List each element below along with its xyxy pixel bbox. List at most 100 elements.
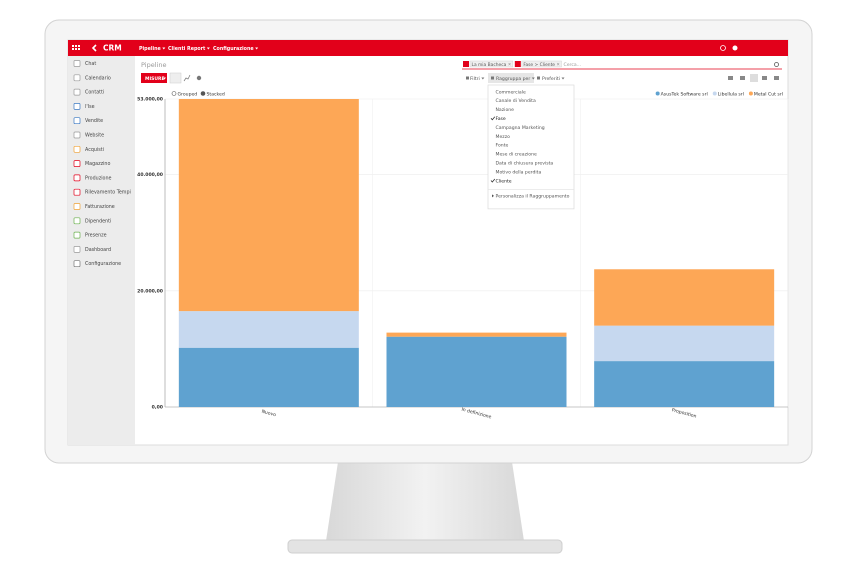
sidebar-item[interactable]: Presenze	[85, 233, 107, 239]
bar-segment	[594, 269, 775, 326]
expand-arrow	[492, 194, 494, 198]
sidebar-icon	[73, 160, 81, 167]
search-icon[interactable]	[774, 62, 779, 67]
sidebar-icon	[73, 74, 81, 82]
view-switcher[interactable]	[728, 74, 779, 82]
menu-item[interactable]: Clienti	[168, 46, 186, 52]
sidebar-icon	[73, 188, 81, 196]
sidebar-item[interactable]: Produzione	[85, 175, 112, 181]
group-by-button[interactable]	[488, 73, 534, 83]
toolbar-icon	[491, 76, 494, 80]
pie-view-button[interactable]	[196, 75, 202, 81]
dropdown-item[interactable]: Commerciale	[496, 89, 526, 95]
dropdown-item[interactable]: Data di chiusura prevista	[496, 161, 554, 167]
dropdown-item[interactable]: Campagna Marketing	[496, 125, 545, 131]
legend-label: Libellula srl	[718, 91, 744, 97]
toolbar-button[interactable]: Raggruppa per	[496, 76, 530, 82]
dropdown-item[interactable]: Fase	[496, 116, 506, 122]
search-input[interactable]: Cerca...	[564, 62, 582, 68]
x-tick-label: Nuovo	[261, 409, 277, 419]
bar-segment	[594, 325, 775, 362]
caret	[163, 77, 166, 80]
dropdown-item[interactable]: Motivo della perdita	[496, 169, 542, 175]
menu-item[interactable]: Configurazione	[213, 46, 254, 52]
caret	[481, 77, 485, 80]
monitor-stand	[326, 462, 524, 541]
sidebar-item[interactable]: Contatti	[85, 90, 104, 96]
toolbar-button[interactable]: Filtri	[470, 76, 480, 82]
menu-item[interactable]: Pipeline	[139, 46, 162, 52]
bar-view-button[interactable]	[169, 72, 182, 84]
sidebar-item[interactable]: Acquisti	[85, 147, 104, 153]
sidebar-icon	[73, 60, 81, 67]
sidebar-item[interactable]: Configurazione	[85, 261, 121, 267]
toolbar-button[interactable]: Preferiti	[542, 76, 560, 82]
bar-segment	[178, 347, 359, 407]
dropdown	[487, 84, 575, 210]
facet-remove: ×	[508, 61, 511, 66]
sidebar-item[interactable]: Dipendenti	[85, 218, 111, 224]
check-mark	[490, 178, 496, 183]
mode-radio[interactable]	[200, 91, 206, 96]
sidebar-icon	[73, 231, 81, 239]
toolbar-icon	[466, 76, 469, 80]
sidebar-icon	[73, 174, 81, 182]
breadcrumb: Pipeline	[141, 61, 166, 69]
sidebar-item[interactable]: Dashboard	[85, 247, 111, 253]
legend-label: Metal Cut srl	[754, 91, 783, 97]
facet-icon	[463, 61, 469, 67]
sidebar-item[interactable]: l'Ise	[85, 104, 95, 110]
dropdown-item[interactable]: Fonte	[496, 143, 509, 149]
dropdown-item[interactable]: Mese di creazione	[496, 152, 537, 158]
legend-label: AsusTek Software srl	[661, 91, 708, 97]
mode-label[interactable]: Stacked	[207, 91, 225, 97]
sidebar-item[interactable]: Vendite	[85, 118, 103, 124]
sidebar-icon	[73, 88, 81, 96]
chat-icon[interactable]	[732, 45, 738, 51]
facet-label: Fase > Cliente	[523, 62, 555, 68]
measures-label: MISURE	[145, 76, 165, 82]
activity-icon[interactable]	[720, 45, 726, 51]
dropdown-custom[interactable]: Personalizza il Raggruppamento	[496, 194, 570, 200]
menu-item[interactable]: Report	[187, 46, 206, 52]
facet-remove: ×	[557, 61, 560, 66]
sidebar-icon	[73, 145, 81, 153]
sidebar-item[interactable]: Magazzino	[85, 161, 110, 167]
caret	[162, 47, 166, 50]
measures-button[interactable]	[141, 73, 167, 83]
sidebar-icon	[73, 217, 81, 225]
dropdown-item[interactable]: Mezzo	[496, 134, 511, 140]
line-view-button[interactable]	[183, 74, 191, 82]
facet	[469, 60, 514, 68]
sidebar-icon	[73, 203, 81, 210]
sidebar-item[interactable]: Chat	[85, 61, 96, 67]
dropdown-item[interactable]: Nazione	[496, 107, 515, 113]
sidebar-item[interactable]: Website	[85, 133, 104, 139]
sidebar-item[interactable]: Calendario	[85, 75, 111, 81]
caret	[561, 77, 565, 80]
legend-swatch	[712, 91, 717, 96]
y-tick-label: 0,00	[152, 405, 163, 411]
mode-label[interactable]: Grouped	[178, 91, 198, 97]
sidebar-icon	[73, 246, 81, 253]
y-tick-label: 40.000,00	[137, 172, 163, 178]
apps-icon[interactable]	[72, 45, 80, 50]
monitor-base	[287, 539, 563, 554]
sidebar-icon	[73, 131, 81, 139]
dropdown-item[interactable]: Cliente	[496, 178, 512, 184]
top-bar	[68, 40, 788, 56]
back-icon[interactable]	[91, 44, 97, 52]
mode-radio[interactable]	[171, 91, 177, 96]
caret	[255, 47, 259, 50]
sidebar-item[interactable]: Rilevamento Tempi	[85, 190, 131, 196]
caret	[206, 47, 210, 50]
y-tick-label: 53.000,00	[137, 97, 163, 103]
facet	[521, 60, 562, 68]
sidebar-item[interactable]: Fatturazione	[85, 204, 115, 210]
bar-segment	[178, 311, 359, 348]
facet-label: La mia Bacheca	[472, 62, 507, 68]
y-tick-label: 20.000,00	[137, 288, 163, 294]
legend-swatch	[748, 91, 753, 96]
dropdown-item[interactable]: Canale di Vendita	[496, 98, 536, 104]
